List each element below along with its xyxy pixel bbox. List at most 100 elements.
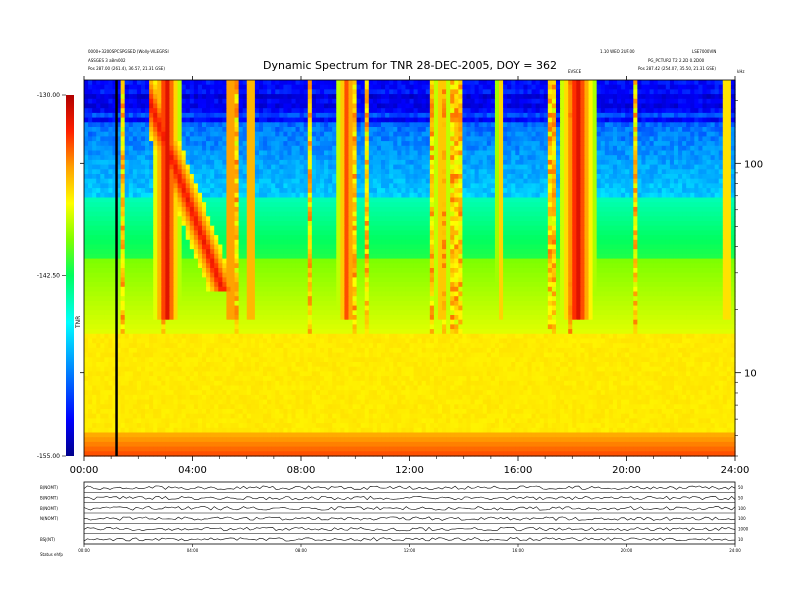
spectrogram-cell bbox=[401, 183, 407, 189]
spectrogram-cell bbox=[315, 103, 321, 109]
spectrogram-cell bbox=[437, 221, 443, 227]
spectrogram-cell bbox=[149, 136, 154, 142]
spectrogram-cell bbox=[271, 221, 276, 227]
spectrogram-cell bbox=[560, 169, 565, 175]
spectrogram-cell bbox=[230, 197, 236, 203]
spectrogram-cell bbox=[694, 206, 699, 213]
header-right-2: LSE7000VIN bbox=[692, 49, 716, 54]
spectrogram-cell bbox=[307, 98, 313, 105]
spectrogram-cell bbox=[637, 188, 643, 194]
spectrogram-cell bbox=[145, 89, 150, 95]
spectrogram-cell bbox=[104, 225, 110, 231]
spectrogram-cell bbox=[592, 174, 598, 180]
spectrogram-cell bbox=[547, 197, 553, 203]
spectrogram-cell bbox=[287, 94, 293, 100]
spectrogram-cell bbox=[230, 103, 236, 109]
spectrogram-cell bbox=[108, 80, 114, 86]
spectrogram-cell bbox=[222, 192, 228, 199]
spectrogram-cell bbox=[433, 84, 439, 90]
spectrogram-cell bbox=[527, 136, 533, 142]
spectrogram-cell bbox=[649, 183, 655, 189]
spectrogram-cell bbox=[645, 174, 651, 180]
spectrogram-cell bbox=[682, 169, 687, 175]
spectrogram-cell bbox=[612, 94, 618, 100]
spectrogram-cell bbox=[319, 188, 325, 194]
spectrogram-cell bbox=[169, 80, 175, 86]
spectrogram-cell bbox=[621, 197, 626, 203]
spectrogram-cell bbox=[214, 131, 219, 137]
spectrogram-cell bbox=[490, 155, 496, 161]
spectrogram-cell bbox=[108, 225, 114, 231]
spectrogram-cell bbox=[437, 122, 443, 128]
spectrogram-cell bbox=[450, 94, 455, 100]
spectrogram-cell bbox=[352, 141, 358, 147]
spectrogram-cell bbox=[637, 98, 643, 105]
spectrogram-cell bbox=[494, 131, 500, 137]
spectrogram-cell bbox=[112, 94, 118, 100]
spectrogram-cell bbox=[332, 188, 337, 194]
spectrogram-cell bbox=[678, 131, 683, 137]
spectrogram-cell bbox=[157, 94, 162, 100]
spectrogram-cell bbox=[307, 169, 313, 175]
spectrogram-cell bbox=[519, 122, 525, 128]
spectrogram-cell bbox=[352, 145, 358, 152]
spectrogram-cell bbox=[507, 159, 512, 166]
spectrogram-cell bbox=[682, 164, 687, 170]
spectrogram-cell bbox=[617, 98, 622, 105]
spectrogram-cell bbox=[258, 202, 264, 208]
spectrogram-cell bbox=[568, 178, 573, 184]
spectrogram-cell bbox=[710, 127, 716, 133]
spectrogram-cell bbox=[230, 84, 236, 90]
spectrogram-cell bbox=[637, 141, 643, 147]
spectrogram-cell bbox=[177, 183, 183, 189]
spectrogram-cell bbox=[539, 89, 545, 95]
spectrogram-cell bbox=[177, 178, 183, 184]
spectrogram-cell bbox=[690, 159, 695, 166]
spectrogram-cell bbox=[340, 103, 345, 109]
spectrogram-cell bbox=[588, 216, 594, 222]
spectrogram-cell bbox=[210, 136, 215, 142]
spectrogram-cell bbox=[222, 127, 228, 133]
spectrogram-cell bbox=[389, 98, 394, 105]
spectrogram-cell bbox=[210, 169, 215, 175]
spectrogram-cell bbox=[511, 89, 516, 95]
spectrogram-cell bbox=[507, 84, 512, 90]
spectrogram-cell bbox=[283, 216, 289, 222]
spectrogram-cell bbox=[588, 131, 594, 137]
spectrogram-cell bbox=[226, 164, 232, 170]
spectrogram-cell bbox=[299, 94, 305, 100]
spectrogram-cell bbox=[96, 84, 101, 90]
spectrogram-cell bbox=[454, 127, 459, 133]
spectrogram-cell bbox=[193, 150, 199, 156]
spectrogram-cell bbox=[698, 221, 704, 227]
spectrogram-cell bbox=[372, 108, 378, 114]
spectrogram-cell bbox=[686, 108, 691, 114]
spectrogram-cell bbox=[319, 216, 325, 222]
spectrogram-cell bbox=[413, 178, 419, 184]
spectrogram-cell bbox=[165, 98, 171, 105]
spectrogram-cell bbox=[88, 225, 93, 231]
spectrogram-cell bbox=[108, 164, 114, 170]
spectrogram-cell bbox=[96, 136, 101, 142]
spectrogram-cell bbox=[96, 197, 101, 203]
spectrogram-cell bbox=[673, 131, 679, 137]
spectrogram-cell bbox=[446, 188, 451, 194]
spectrogram-cell bbox=[539, 145, 545, 152]
spectrogram-cell bbox=[726, 202, 732, 208]
spectrogram-cell bbox=[275, 108, 280, 114]
spectrogram-cell bbox=[157, 164, 162, 170]
spectrogram-cell bbox=[462, 112, 468, 119]
spectrogram-cell bbox=[291, 117, 297, 123]
spectrogram-cell bbox=[617, 141, 622, 147]
spectrogram-cell bbox=[417, 178, 423, 184]
spectrogram-cell bbox=[531, 122, 537, 128]
spectrogram-cell bbox=[393, 192, 398, 199]
spectrogram-cell bbox=[641, 112, 647, 119]
spectrogram-cell bbox=[478, 169, 484, 175]
spectrogram-cell bbox=[303, 127, 309, 133]
spectrogram-cell bbox=[230, 174, 236, 180]
spectrogram-cell bbox=[226, 174, 232, 180]
spectrogram-cell bbox=[140, 216, 146, 222]
spectrogram-cell bbox=[165, 127, 171, 133]
spectrogram-cell bbox=[499, 89, 504, 95]
